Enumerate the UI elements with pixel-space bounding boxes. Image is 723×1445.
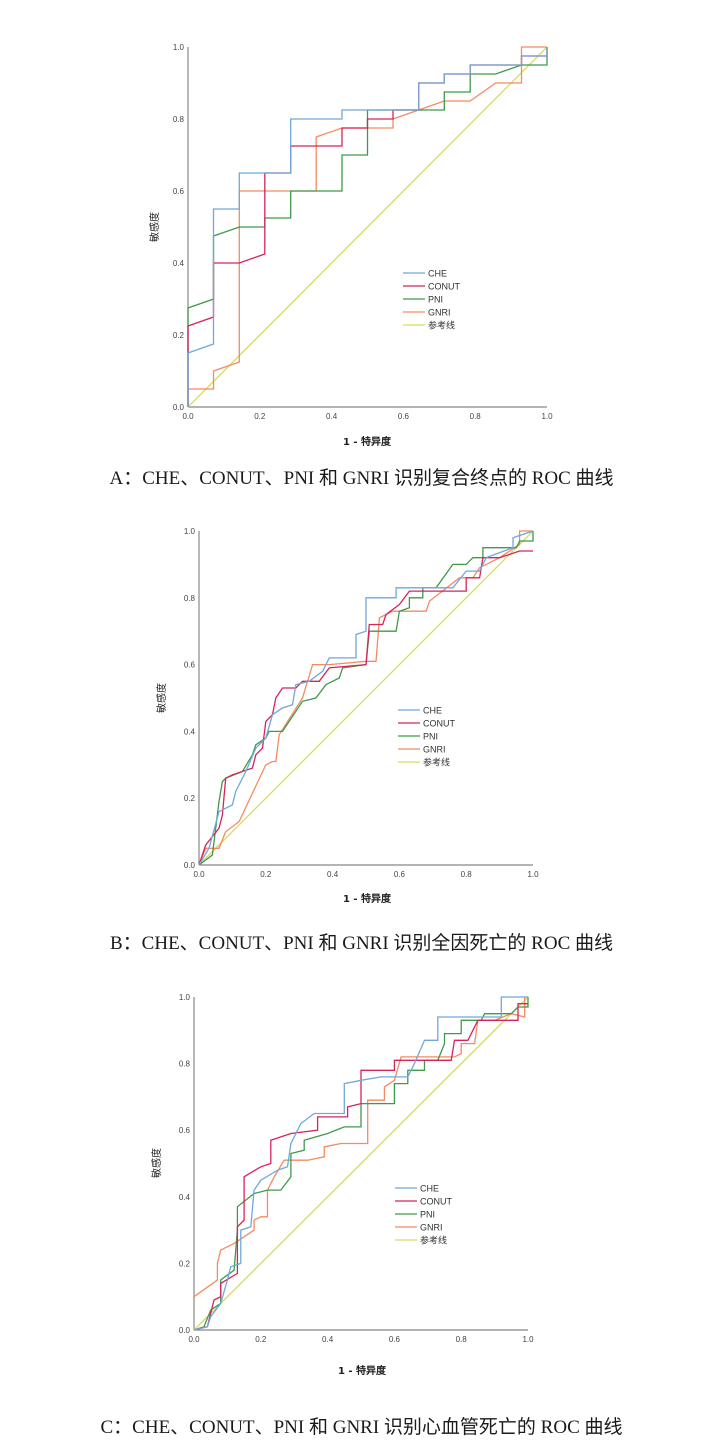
legend-label-ref-c: 参考线 [420,1235,447,1246]
y-tick-label-c: 0.4 [179,1193,191,1202]
series-line-ref-b [198,530,534,866]
legend-label-ref-b: 参考线 [423,757,450,768]
y-tick-label-c: 0.0 [179,1326,191,1335]
x-axis-label-c: 1 - 特异度 [338,1364,387,1377]
legend-label-conut-c: CONUT [420,1197,452,1207]
x-tick-label-b: 0.0 [193,870,205,879]
x-tick-label-c: 0.4 [322,1335,334,1344]
y-tick-label-a: 0.6 [173,187,185,196]
y-axis-label-b: 敏感度 [155,683,168,713]
y-tick-label-c: 0.6 [179,1126,191,1135]
plot-area-c: 0.0 0.2 0.4 0.6 0.8 1.0 0.0 0.2 0.4 0.6 0.8 1.0 CHE C… [179,993,534,1344]
x-tick-label-a: 0.4 [326,412,338,421]
x-tick-label-b: 0.2 [260,870,272,879]
series-line-che-b [198,530,534,866]
series-line-gnri-c [193,997,526,1298]
y-tick-label-a: 1.0 [173,43,185,52]
x-tick-label-b: 0.4 [327,870,339,879]
legend-label-conut-b: CONUT [423,719,455,729]
x-tick-label-c: 0.0 [188,1335,200,1344]
y-tick-label-a: 0.0 [173,403,185,412]
series-line-ref-a [187,46,548,408]
x-tick-label-b: 0.6 [394,870,406,879]
legend-label-pni-b: PNI [423,732,438,742]
series-line-conut-b [198,550,533,866]
x-tick-label-a: 0.6 [398,412,410,421]
legend-label-che-a: CHE [428,269,447,279]
plot-area-a: 0.0 0.2 0.4 0.6 0.8 1.0 0.0 0.2 0.4 0.6 0.8 1.0 CHE C… [173,43,553,421]
series-line-conut-c [193,1003,528,1331]
series-line-che-c [193,996,528,1331]
y-tick-label-c: 1.0 [179,993,191,1002]
y-tick-label-c: 0.2 [179,1259,191,1268]
y-tick-label-b: 0.0 [184,861,196,870]
x-tick-label-a: 0.2 [254,412,266,421]
roc-chart-b: 0.0 0.2 0.4 0.6 0.8 1.0 0.0 0.2 0.4 0.6 0.8 1.0 CHE C… [155,527,539,905]
y-tick-label-b: 1.0 [184,527,196,536]
y-axis-label-c: 敏感度 [150,1148,163,1178]
series-line-che-a [187,47,548,407]
legend-label-pni-a: PNI [428,295,443,305]
y-tick-label-a: 0.2 [173,331,185,340]
caption-c: C：CHE、CONUT、PNI 和 GNRI 识别心血管死亡的 ROC 曲线 [100,1417,623,1438]
x-axis-label-a: 1 - 特异度 [343,435,392,448]
y-tick-label-b: 0.6 [184,661,196,670]
caption-b: B：CHE、CONUT、PNI 和 GNRI 识别全因死亡的 ROC 曲线 [110,933,613,954]
x-tick-label-b: 1.0 [527,870,539,879]
x-tick-label-c: 0.8 [456,1335,468,1344]
legend-label-conut-a: CONUT [428,282,460,292]
legend-label-che-b: CHE [423,706,442,716]
x-tick-label-a: 1.0 [541,412,553,421]
x-tick-label-c: 0.6 [389,1335,401,1344]
x-tick-label-c: 0.2 [255,1335,267,1344]
caption-a: A：CHE、CONUT、PNI 和 GNRI 识别复合终点的 ROC 曲线 [109,468,614,489]
y-tick-label-b: 0.4 [184,727,196,736]
x-axis-label-b: 1 - 特异度 [343,892,392,905]
y-axis-label-a: 敏感度 [148,212,161,242]
legend-label-ref-a: 参考线 [428,320,455,331]
legend-label-pni-c: PNI [420,1210,435,1220]
y-tick-label-a: 0.4 [173,259,185,268]
legend-label-che-c: CHE [420,1184,439,1194]
plot-area-b: 0.0 0.2 0.4 0.6 0.8 1.0 0.0 0.2 0.4 0.6 0.8 1.0 CHE C… [184,527,539,879]
roc-chart-a: 0.0 0.2 0.4 0.6 0.8 1.0 0.0 0.2 0.4 0.6 0.8 1.0 CHE C… [148,43,553,448]
roc-chart-c: 0.0 0.2 0.4 0.6 0.8 1.0 0.0 0.2 0.4 0.6 0.8 1.0 CHE C… [150,993,534,1377]
legend-label-gnri-c: GNRI [420,1223,443,1233]
y-tick-label-b: 0.2 [184,794,196,803]
series-line-pni-a [187,47,548,407]
series-line-ref-c [193,996,529,1331]
x-tick-label-b: 0.8 [461,870,473,879]
x-tick-label-c: 1.0 [522,1335,534,1344]
legend-label-gnri-a: GNRI [428,308,451,318]
x-tick-label-a: 0.8 [470,412,482,421]
y-tick-label-c: 0.8 [179,1060,191,1069]
y-tick-label-b: 0.8 [184,594,196,603]
x-tick-label-a: 0.0 [182,412,194,421]
y-tick-label-a: 0.8 [173,115,185,124]
legend-label-gnri-b: GNRI [423,745,446,755]
